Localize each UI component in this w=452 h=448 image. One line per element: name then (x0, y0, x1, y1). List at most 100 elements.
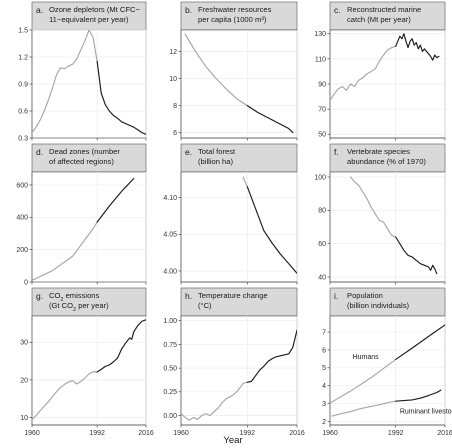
y-tick-label: 40 (318, 274, 326, 281)
x-axis-label: Year (223, 435, 242, 446)
y-tick-label: 4.10 (163, 195, 177, 202)
series-group (184, 33, 294, 134)
y-tick-label: 6 (322, 347, 326, 354)
y-tick-label: 4.05 (163, 232, 177, 239)
series-group (32, 30, 146, 135)
y-tick-label: 1.2 (18, 54, 28, 61)
y-tick-label: 10 (20, 415, 28, 422)
panel-title-line: per capita (1000 m³) (198, 15, 267, 24)
y-tick-label: 4 (322, 383, 326, 390)
y-tick-label: 1.5 (18, 27, 28, 34)
plot-area (31, 315, 147, 426)
series-group (32, 319, 146, 421)
y-tick-label: 8 (173, 103, 177, 110)
series-line-after-1992 (395, 33, 440, 61)
panels-container: a. Ozone depletors (Mt CFC−11−equivalent … (16, 1, 452, 437)
panel-title-line: Total forest (198, 147, 236, 156)
plot-area (31, 171, 147, 283)
y-tick-label: 0 (24, 279, 28, 286)
y-tick-label: 1.00 (163, 318, 177, 325)
panel-letter: f. (334, 147, 339, 157)
panel-letter: a. (36, 5, 43, 15)
series-line-after-1992 (246, 186, 297, 274)
series-line-before-1992 (331, 400, 397, 417)
series-line-after-1992 (246, 329, 297, 383)
panel-header (329, 1, 446, 31)
y-tick-label: 2 (322, 419, 326, 426)
series-line-before-1992 (242, 176, 248, 188)
y-tick-label: 90 (318, 81, 326, 88)
series-line-after-1992 (395, 236, 438, 275)
y-tick-label: 70 (318, 107, 326, 114)
y-tick-label: 130 (314, 31, 326, 38)
x-tick-label: 1992 (89, 430, 105, 437)
y-tick-label: 110 (315, 56, 326, 63)
y-tick-label: 400 (16, 215, 28, 222)
plot-area (180, 29, 298, 139)
x-tick-label: 1992 (388, 430, 404, 437)
panel-title-line: abundance (% of 1970) (347, 157, 426, 166)
series-group (181, 329, 297, 421)
panel-title-line: (Gt CO2 per year) (49, 301, 109, 313)
y-tick-label: 600 (16, 182, 28, 189)
y-tick-label: 0.00 (163, 413, 177, 420)
series-line-after-1992 (96, 60, 146, 135)
panel-header (329, 143, 446, 173)
y-tick-label: 0.75 (163, 342, 177, 349)
y-tick-label: 100 (314, 174, 326, 181)
panel-title-line: Dead zones (number (49, 147, 120, 156)
y-tick-label: 200 (16, 247, 28, 254)
y-tick-label: 12 (169, 49, 177, 56)
panel-letter: d. (36, 147, 43, 157)
panel-title-line: CO2 emissions (49, 291, 100, 303)
panel-title-line: Vertebrate species (347, 147, 410, 156)
series-group (242, 176, 297, 274)
series-line-before-1992 (32, 221, 98, 281)
panel-title-line: (billion ha) (198, 157, 234, 166)
series-line-after-1992 (395, 389, 442, 402)
y-tick-label: 30 (20, 340, 28, 347)
panel-i: i. Population(billion individuals) 2 3 4 5 6 7 1… (322, 287, 452, 437)
panel-header (180, 143, 298, 173)
y-tick-label: 0.6 (18, 108, 28, 115)
series-group (330, 33, 440, 102)
series-line-after-1992 (96, 177, 135, 223)
panel-a: a. Ozone depletors (Mt CFC−11−equivalent … (18, 1, 147, 142)
panel-title-line: (billion individuals) (347, 301, 410, 310)
series-group (330, 324, 445, 417)
x-tick-label: 1960 (24, 430, 40, 437)
y-tick-label: 4.00 (163, 268, 177, 275)
series-line-after-1992 (395, 324, 445, 360)
y-tick-label: 20 (20, 377, 28, 384)
panel-title-line: Population (347, 291, 383, 300)
panel-letter: b. (185, 5, 192, 15)
y-tick-label: 80 (318, 208, 326, 215)
y-tick-label: 60 (318, 241, 326, 248)
panel-g: g. CO2 emissions(Gt CO2 per year) 10 20 30 19… (20, 287, 154, 437)
y-tick-label: 0.50 (163, 366, 177, 373)
panel-h: h. Temperature change(°C) 0.00 0.25 0.50 0.75… (163, 287, 305, 437)
y-tick-label: 5 (322, 365, 326, 372)
x-tick-label: 1960 (173, 430, 189, 437)
y-tick-label: 50 (318, 132, 326, 139)
y-tick-label: 0.3 (18, 135, 28, 142)
x-tick-label: 2016 (138, 430, 154, 437)
y-tick-label: 3 (322, 401, 326, 408)
series-annotation: Ruminant livestock (400, 408, 452, 415)
panel-letter: c. (334, 5, 341, 15)
panel-header (31, 1, 147, 31)
panel-title-line: catch (Mt per year) (347, 15, 411, 24)
panel-e: e. Total forest(billion ha) 4.00 4.05 4.10 (163, 143, 298, 285)
panel-title-line: Ozone depletors (Mt CFC− (49, 5, 141, 14)
panel-letter: i. (334, 291, 338, 301)
series-line-before-1992 (330, 358, 397, 404)
panel-title-line: Reconstructed marine (347, 5, 421, 14)
panel-title-line: Freshwater resources (198, 5, 272, 14)
plot-area (180, 171, 298, 283)
x-tick-label: 1960 (322, 430, 338, 437)
y-tick-label: 7 (322, 329, 326, 336)
